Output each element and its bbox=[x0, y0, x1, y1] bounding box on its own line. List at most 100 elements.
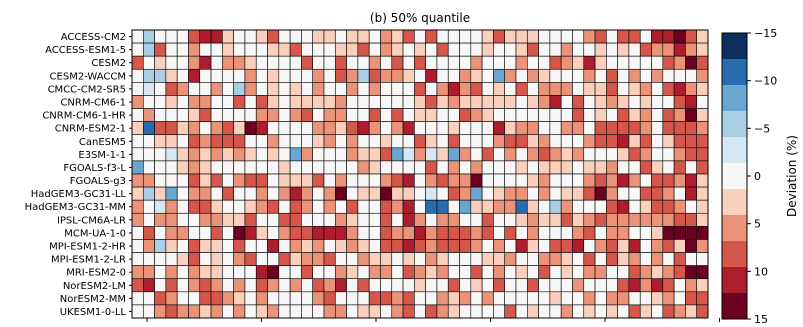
heatmap-cell bbox=[662, 134, 675, 149]
heatmap-cell bbox=[515, 121, 528, 136]
heatmap-cell bbox=[233, 265, 246, 280]
heatmap-cell bbox=[425, 186, 438, 201]
heatmap-cell bbox=[131, 291, 144, 306]
heatmap-cell bbox=[142, 82, 155, 96]
heatmap-cell bbox=[131, 55, 144, 70]
colorbar-segment bbox=[722, 33, 747, 60]
heatmap-cell bbox=[639, 134, 652, 149]
heatmap-cell bbox=[414, 55, 426, 70]
heatmap-cell bbox=[538, 186, 551, 201]
heatmap-cell bbox=[142, 252, 155, 266]
heatmap-cell bbox=[278, 265, 291, 280]
heatmap-cell bbox=[222, 121, 234, 136]
heatmap-cell bbox=[639, 304, 652, 319]
heatmap-cell bbox=[154, 55, 167, 70]
heatmap-cell bbox=[696, 199, 709, 214]
heatmap-cell bbox=[255, 147, 268, 162]
heatmap-cell bbox=[188, 147, 201, 162]
heatmap-cell bbox=[572, 108, 585, 122]
heatmap-cell bbox=[583, 265, 596, 280]
heatmap-cell bbox=[526, 252, 539, 266]
heatmap-cell bbox=[515, 186, 528, 201]
heatmap-cell bbox=[244, 212, 257, 227]
heatmap-cell bbox=[414, 173, 426, 188]
heatmap-cell bbox=[493, 173, 506, 188]
heatmap-cell bbox=[493, 147, 506, 162]
heatmap-cell bbox=[414, 265, 426, 280]
heatmap-cell bbox=[481, 252, 494, 266]
heatmap-cell bbox=[131, 173, 144, 188]
heatmap-cell bbox=[334, 173, 347, 188]
heatmap-cell bbox=[504, 239, 517, 253]
heatmap-cell bbox=[312, 95, 325, 109]
heatmap-cell bbox=[628, 252, 641, 266]
row-label: CNRM-CM6-1 bbox=[60, 98, 126, 109]
heatmap-cell bbox=[380, 199, 393, 214]
heatmap-cell bbox=[685, 239, 697, 253]
heatmap-cell bbox=[210, 291, 223, 306]
heatmap-cell bbox=[165, 134, 178, 149]
row-label: HadGEM3-GC31-MM bbox=[25, 202, 126, 213]
heatmap-cell bbox=[357, 95, 370, 109]
heatmap-cell bbox=[549, 304, 562, 319]
heatmap-cell bbox=[685, 82, 697, 96]
heatmap-cell bbox=[504, 147, 517, 162]
heatmap-cell bbox=[470, 186, 483, 201]
heatmap-cell bbox=[504, 199, 517, 214]
heatmap-cell bbox=[402, 134, 415, 149]
heatmap-cell bbox=[549, 199, 562, 214]
heatmap-cell bbox=[278, 108, 291, 122]
row-label: IPSL-CM6A-LR bbox=[57, 215, 126, 226]
heatmap-cell bbox=[267, 252, 280, 266]
heatmap-cell bbox=[673, 173, 686, 188]
heatmap-cell bbox=[165, 252, 178, 266]
heatmap-cell bbox=[301, 121, 314, 136]
heatmap-cell bbox=[323, 304, 336, 319]
heatmap-cell bbox=[301, 95, 314, 109]
heatmap-cell bbox=[685, 95, 697, 109]
heatmap-cell bbox=[639, 29, 652, 44]
heatmap-cell bbox=[606, 55, 618, 70]
heatmap-cell bbox=[696, 186, 709, 201]
heatmap-cell bbox=[549, 108, 562, 122]
heatmap-cell bbox=[459, 291, 472, 306]
heatmap-cell bbox=[267, 42, 280, 57]
heatmap-cell bbox=[323, 42, 336, 57]
heatmap-cell bbox=[176, 173, 189, 188]
heatmap-cell bbox=[346, 55, 359, 70]
heatmap-cell bbox=[447, 291, 460, 306]
heatmap-cell bbox=[560, 291, 573, 306]
heatmap-cell bbox=[493, 55, 506, 70]
heatmap-cell bbox=[617, 42, 630, 57]
heatmap-cell bbox=[176, 108, 189, 122]
row-label: CESM2-WACCM bbox=[50, 71, 126, 82]
heatmap-cell bbox=[380, 134, 393, 149]
heatmap-cell bbox=[199, 42, 212, 57]
heatmap-cell bbox=[267, 29, 280, 44]
heatmap-cell bbox=[346, 291, 359, 306]
heatmap-cell bbox=[154, 291, 167, 306]
heatmap-cell bbox=[323, 121, 336, 136]
heatmap-cell bbox=[380, 212, 393, 227]
heatmap-cell bbox=[526, 186, 539, 201]
heatmap-cell bbox=[188, 29, 201, 44]
heatmap-cell bbox=[233, 304, 246, 319]
heatmap-cell bbox=[504, 278, 517, 293]
heatmap-cell bbox=[289, 304, 302, 319]
heatmap-cell bbox=[210, 239, 223, 253]
heatmap-cell bbox=[357, 226, 370, 240]
heatmap-cell bbox=[357, 239, 370, 253]
heatmap-cell bbox=[549, 226, 562, 240]
heatmap-cell bbox=[278, 95, 291, 109]
heatmap-cell bbox=[414, 239, 426, 253]
heatmap-cell bbox=[176, 239, 189, 253]
heatmap-cell bbox=[572, 95, 585, 109]
heatmap-cell bbox=[594, 82, 607, 96]
heatmap-cell bbox=[142, 134, 155, 149]
heatmap-cell bbox=[391, 55, 404, 70]
heatmap-cell bbox=[199, 68, 212, 83]
heatmap-cell bbox=[560, 199, 573, 214]
heatmap-cell bbox=[504, 212, 517, 227]
heatmap-cell bbox=[504, 82, 517, 96]
heatmap-cell bbox=[188, 212, 201, 227]
